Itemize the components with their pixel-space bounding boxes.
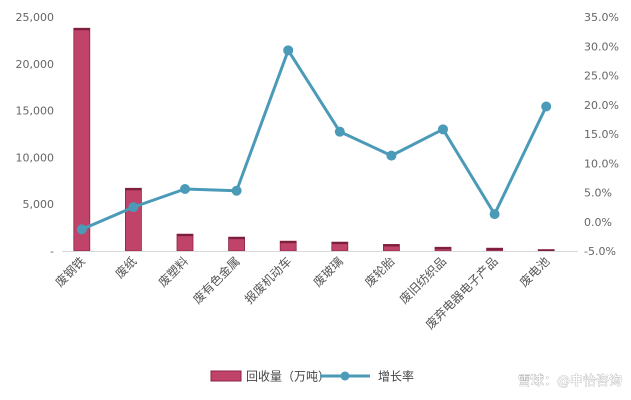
y-right-tick-label: 5.0% <box>584 187 612 200</box>
bar-top-edge <box>383 244 400 247</box>
y-left-tick-label: 25,000 <box>16 11 55 24</box>
category-label: 废钢铁 <box>52 254 88 290</box>
category-label: 废纸 <box>112 254 140 282</box>
category-label: 废玻璃 <box>310 254 346 290</box>
category-label: 废有色金属 <box>190 254 243 307</box>
y-right-tick-label: 15.0% <box>584 128 619 141</box>
bar-top-edge <box>125 188 142 191</box>
growth-point <box>283 45 294 56</box>
growth-point <box>438 124 448 135</box>
y-right-tick-label: 10.0% <box>584 157 619 170</box>
category-label: 废电池 <box>516 254 552 290</box>
watermark-text: 雪球：@中怡咨询 <box>518 374 622 389</box>
growth-point <box>231 185 242 196</box>
legend-line-marker <box>340 371 350 381</box>
growth-line <box>81 48 548 231</box>
legend-bar-label: 回收量（万吨） <box>246 370 330 384</box>
bar-top-edge <box>435 247 451 250</box>
growth-point <box>334 126 345 137</box>
y-left-tick-label: - <box>50 245 54 258</box>
y-right-tick-label: 30.0% <box>584 40 619 53</box>
growth-point <box>180 183 190 194</box>
bar <box>73 27 91 252</box>
y-left-tick-label: 5,000 <box>23 198 55 211</box>
y-right-tick-label: 25.0% <box>584 70 619 83</box>
growth-point <box>541 101 552 112</box>
category-label: 报废机动车 <box>241 254 294 307</box>
y-left-tick-label: 15,000 <box>16 105 55 118</box>
growth-point <box>76 224 87 235</box>
bar-top-edge <box>228 237 245 240</box>
bar <box>228 236 246 252</box>
y-left-tick-label: 20,000 <box>16 58 55 71</box>
legend-line-label: 增长率 <box>378 369 414 384</box>
bar-top-edge <box>331 242 348 245</box>
category-label: 废旧纺织品 <box>396 254 449 307</box>
bar <box>176 233 194 252</box>
y-right-tick-label: 35.0% <box>584 11 619 24</box>
y-right-tick-label: -5.0% <box>584 245 616 258</box>
legend-bar-swatch <box>210 370 242 382</box>
y-right-tick-label: 20.0% <box>584 99 619 112</box>
y-left-tick-label: 10,000 <box>16 151 55 164</box>
growth-point <box>489 209 500 220</box>
bar <box>125 187 142 252</box>
line-series <box>76 45 552 235</box>
bar-top-edge <box>177 234 193 237</box>
category-label: 废塑料 <box>155 254 191 290</box>
bar-top-edge <box>538 249 555 252</box>
axes: - 5,000 10,000 15,000 20,000 25,000 -5.0% 0.0% 5… <box>16 11 619 258</box>
y-right-tick-label: 0.0% <box>584 216 612 229</box>
bar-series <box>73 27 555 252</box>
bar-top-edge <box>280 241 297 244</box>
category-label: 废轮胎 <box>361 254 397 290</box>
growth-point <box>128 202 139 213</box>
bar-top-edge <box>486 248 503 251</box>
growth-point <box>386 150 397 161</box>
legend: 回收量（万吨） 增长率 <box>210 369 414 384</box>
bar-top-edge <box>73 28 90 31</box>
